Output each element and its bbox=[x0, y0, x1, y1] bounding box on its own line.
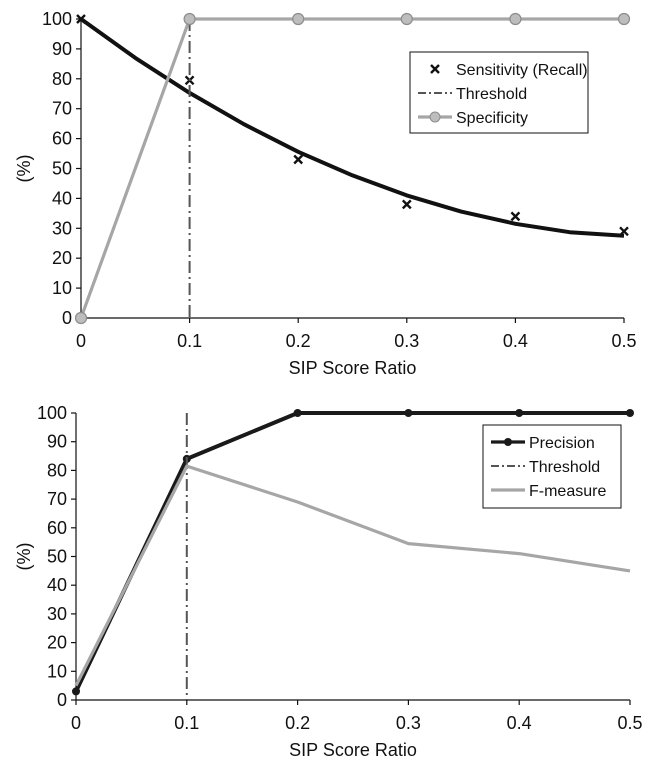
chart-precision-fmeasure: 0 10 20 30 40 50 60 70 80 90 100 0 0.1 0.2 0.3 0.4 0.5 SI… bbox=[14, 403, 643, 760]
x-tick-label: 0 bbox=[71, 713, 81, 733]
y-tick-label: 40 bbox=[52, 188, 72, 208]
f-measure-line bbox=[74, 464, 631, 687]
y-tick-label: 0 bbox=[57, 690, 67, 710]
precision-point bbox=[515, 409, 524, 417]
y-tick-label: 40 bbox=[47, 575, 67, 595]
specificity-line bbox=[79, 17, 624, 319]
y-tick-label: 10 bbox=[52, 278, 72, 298]
precision-point bbox=[72, 687, 80, 696]
y-tick-label: 20 bbox=[52, 248, 72, 268]
precision-point bbox=[626, 409, 634, 417]
y-tick-label: 80 bbox=[47, 460, 67, 480]
y-axis-title: (%) bbox=[14, 543, 34, 571]
precision-point bbox=[404, 409, 413, 417]
x-axis-title: SIP Score Ratio bbox=[289, 740, 417, 760]
x-tick-label: 0.3 bbox=[394, 331, 419, 351]
y-tick-label: 100 bbox=[37, 403, 67, 423]
specificity-point bbox=[400, 12, 413, 26]
y-tick-label: 90 bbox=[47, 432, 67, 452]
sensitivity-recall-point bbox=[293, 154, 304, 165]
sensitivity-recall-point bbox=[76, 14, 86, 24]
legend-specificity-marker bbox=[429, 111, 441, 123]
y-tick-label: 10 bbox=[47, 661, 67, 681]
x-tick-label: 0.5 bbox=[617, 713, 642, 733]
y-tick-label: 30 bbox=[47, 604, 67, 624]
x-tick-label: 0.2 bbox=[285, 713, 310, 733]
sensitivity-recall-point bbox=[619, 226, 629, 237]
y-tick-label: 80 bbox=[52, 69, 72, 89]
legend-specificity-label: Specificity bbox=[456, 110, 528, 127]
x-tick-label: 0.5 bbox=[611, 331, 636, 351]
y-tick-label: 90 bbox=[52, 39, 72, 59]
x-tick-label: 0.3 bbox=[396, 713, 421, 733]
legend-f-measure-label: F-measure bbox=[529, 483, 606, 500]
x-tick-label: 0.2 bbox=[286, 331, 311, 351]
legend-precision-label: Precision bbox=[529, 435, 595, 452]
y-tick-label: 0 bbox=[62, 308, 72, 328]
x-tick-label: 0.1 bbox=[177, 331, 202, 351]
y-tick-label: 50 bbox=[47, 547, 67, 567]
y-tick-label: 20 bbox=[47, 633, 67, 653]
y-tick-label: 30 bbox=[52, 218, 72, 238]
precision-point bbox=[293, 409, 302, 417]
y-tick-label: 60 bbox=[47, 518, 67, 538]
chart-sensitivity-specificity: 0 10 20 30 40 50 60 70 80 90 100 0 0.1 0.2 0.3 0.4 0.5 SI… bbox=[14, 9, 637, 378]
x-axis-title: SIP Score Ratio bbox=[289, 358, 417, 378]
y-tick-label: 70 bbox=[52, 99, 72, 119]
y-tick-label: 60 bbox=[52, 129, 72, 149]
precision-line bbox=[74, 411, 630, 693]
sensitivity-recall-point bbox=[401, 199, 412, 210]
x-tick-label: 0.4 bbox=[507, 713, 532, 733]
y-tick-label: 50 bbox=[52, 159, 72, 179]
legend-threshold-label: Threshold bbox=[456, 86, 527, 103]
x-tick-label: 0.1 bbox=[174, 713, 199, 733]
sensitivity-recall-trend-line bbox=[79, 17, 625, 238]
legend-sensitivity-recall-label: Sensitivity (Recall) bbox=[456, 62, 588, 79]
specificity-point bbox=[292, 12, 305, 26]
sensitivity-recall-point bbox=[510, 211, 521, 222]
x-tick-label: 0.4 bbox=[503, 331, 528, 351]
y-tick-label: 70 bbox=[47, 489, 67, 509]
specificity-point bbox=[74, 311, 88, 325]
legend-precision-marker bbox=[504, 438, 512, 446]
legend-threshold-label: Threshold bbox=[529, 459, 600, 476]
x-tick-label: 0 bbox=[76, 331, 86, 351]
y-tick-label: 100 bbox=[42, 9, 72, 29]
specificity-point bbox=[617, 12, 631, 26]
specificity-point bbox=[509, 12, 522, 26]
specificity-point bbox=[183, 12, 196, 26]
y-axis-title: (%) bbox=[14, 155, 34, 183]
legend-sensitivity-recall-swatch bbox=[430, 64, 440, 74]
